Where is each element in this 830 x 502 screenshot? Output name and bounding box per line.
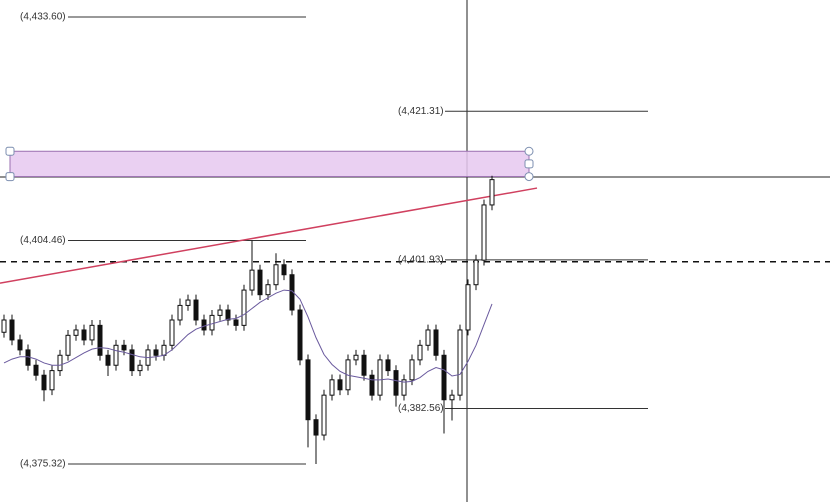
candle-body [481, 204, 487, 261]
candle-body [121, 344, 127, 351]
candle-body [89, 324, 95, 341]
candle-body [209, 314, 215, 331]
candle-body [33, 364, 39, 376]
candle-body [169, 319, 175, 346]
candle-body [217, 309, 223, 316]
candle-body [17, 339, 23, 351]
candle-body [321, 394, 327, 436]
candle-body [241, 289, 247, 326]
level-label: (4,404.46) [20, 235, 66, 246]
zone-handle[interactable] [5, 172, 15, 182]
level-label: (4,421.31) [398, 106, 444, 117]
candle-body [225, 309, 231, 321]
candle-body [449, 394, 455, 401]
level-label: (4,382.56) [398, 403, 444, 414]
candle-body [417, 344, 423, 361]
candle-body [369, 374, 375, 396]
candle-body [473, 259, 479, 286]
candle-body [193, 299, 199, 321]
candle-body [57, 354, 63, 372]
candle-body [81, 329, 87, 341]
level-label: (4,375.32) [20, 459, 66, 470]
candle-body [73, 329, 79, 336]
price-zone[interactable] [9, 150, 530, 178]
candle-body [97, 324, 103, 356]
level-label: (4,401.93) [398, 255, 444, 266]
candle-body [457, 329, 463, 396]
candle-body [401, 379, 407, 396]
candle-body [313, 419, 319, 436]
candle-body [297, 309, 303, 361]
candle-body [377, 359, 383, 396]
candle-body [65, 334, 71, 356]
candle-body [337, 379, 343, 391]
candle-body [425, 329, 431, 346]
candle-body [185, 299, 191, 306]
candle-body [249, 269, 255, 291]
zone-handle[interactable] [524, 146, 534, 156]
candle-body [137, 364, 143, 372]
candle-body [201, 319, 207, 331]
candle-body [273, 264, 279, 286]
candle-body [105, 354, 111, 366]
trendline[interactable] [0, 187, 538, 284]
zone-handle[interactable] [524, 172, 534, 182]
candle-body [489, 179, 495, 206]
candle-body [49, 370, 55, 391]
candle-body [153, 349, 159, 356]
candle-body [233, 319, 239, 326]
candle-body [353, 354, 359, 361]
candle-body [433, 329, 439, 356]
candle-body [1, 319, 7, 333]
moving-average [3, 289, 493, 383]
zone-handle[interactable] [524, 159, 534, 169]
level-label: (4,433.60) [20, 12, 66, 23]
candle-body [129, 349, 135, 372]
candle-body [41, 374, 47, 391]
candle-body [281, 264, 287, 276]
zone-handle[interactable] [5, 146, 15, 156]
candle-body [465, 284, 471, 331]
candle-body [177, 304, 183, 321]
candle-body [257, 269, 263, 296]
candle-body [329, 379, 335, 396]
candle-body [305, 359, 311, 421]
candle-body [441, 354, 447, 401]
candle-body [393, 370, 399, 396]
candle-body [409, 359, 415, 381]
candle-body [113, 344, 119, 366]
candle-body [9, 319, 15, 341]
candle-body [385, 359, 391, 372]
candle-body [361, 354, 367, 376]
candle-body [265, 284, 271, 296]
